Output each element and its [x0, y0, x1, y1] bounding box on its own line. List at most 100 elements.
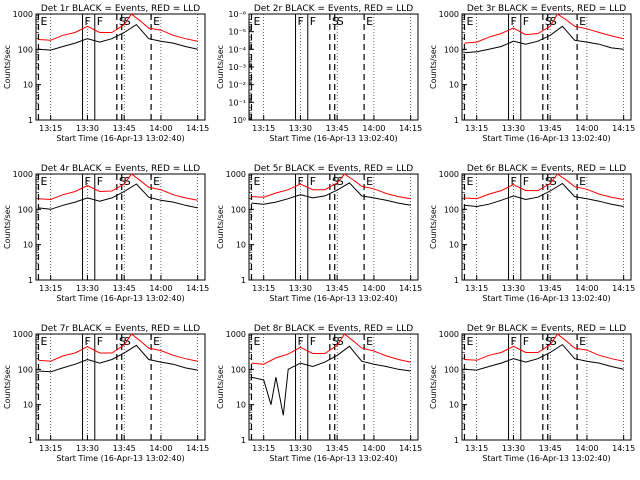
panel-det-5: Det 5r BLACK = Events, RED = LLD 1 10 100 10…	[216, 164, 422, 303]
plot-frame	[248, 13, 419, 121]
marker-label-E: E	[366, 335, 373, 348]
marker-label-S: S	[332, 335, 339, 348]
y-tick-label: 1000	[13, 170, 33, 179]
marker-label-S: S	[124, 175, 131, 188]
x-tick-label: 14:00	[362, 284, 385, 293]
plot-frame	[461, 13, 632, 121]
y-tick-label: 10	[236, 401, 246, 410]
x-axis-label: Start Time (16-Apr-13 13:02:40)	[269, 134, 397, 143]
panel-det-9: Det 9r BLACK = Events, RED = LLD 1 10 100 10…	[429, 324, 635, 463]
marker-label-S: S	[545, 15, 552, 28]
series-lld	[464, 333, 624, 362]
panel-title: Det 9r BLACK = Events, RED = LLD	[467, 324, 626, 334]
x-tick-label: 13:15	[39, 124, 62, 133]
panel-title: Det 8r BLACK = Events, RED = LLD	[254, 324, 413, 334]
x-tick-label: 14:15	[612, 124, 635, 133]
series-events	[38, 183, 198, 210]
panel-title: Det 2r BLACK = Events, RED = LLD	[254, 4, 413, 14]
marker-label-F: F	[310, 175, 316, 188]
marker-label-E: E	[253, 175, 260, 188]
y-tick-label: 10⁻¹	[228, 98, 246, 107]
x-tick-label: 13:30	[289, 444, 312, 453]
y-axis-label: Counts/sec	[216, 205, 225, 249]
x-tick-label: 13:30	[502, 444, 525, 453]
x-tick-label: 13:15	[252, 444, 275, 453]
marker-label-F: F	[523, 15, 529, 28]
y-tick-label: 10	[449, 81, 459, 90]
marker-label-S: S	[545, 335, 552, 348]
x-tick-label: 13:30	[502, 124, 525, 133]
x-tick-label: 13:30	[76, 284, 99, 293]
x-tick-label: 13:45	[326, 284, 349, 293]
y-tick-label: 1	[241, 436, 246, 445]
panel-det-6: Det 6r BLACK = Events, RED = LLD 1 10 100 10…	[429, 164, 635, 303]
y-tick-label: 1000	[226, 170, 246, 179]
marker-label-S: S	[550, 175, 557, 188]
y-tick-label: 10⁻³	[228, 63, 246, 72]
y-axis-label: Counts/sec	[429, 45, 438, 89]
x-tick-label: 13:30	[289, 284, 312, 293]
y-tick-label: 100	[444, 45, 459, 54]
y-tick-label: 100	[18, 45, 33, 54]
plot-frame	[248, 333, 419, 441]
y-axis-label: Counts/sec	[429, 365, 438, 409]
x-tick-label: 14:15	[186, 444, 209, 453]
x-tick-label: 13:15	[252, 284, 275, 293]
x-tick-label: 13:15	[252, 124, 275, 133]
marker-label-E: E	[253, 15, 260, 28]
series-events	[464, 343, 624, 371]
y-tick-label: 100	[18, 205, 33, 214]
y-tick-label: 1	[241, 276, 246, 285]
marker-label-E: E	[253, 335, 260, 348]
x-tick-label: 13:45	[326, 444, 349, 453]
series-lld	[464, 173, 624, 200]
y-tick-label: 1000	[226, 330, 246, 339]
marker-label-E: E	[40, 15, 47, 28]
plot-frame	[461, 333, 632, 441]
marker-label-S: S	[119, 15, 126, 28]
marker-label-E: E	[153, 175, 160, 188]
marker-label-E: E	[579, 15, 586, 28]
y-tick-label: 10⁰	[233, 116, 246, 125]
y-tick-label: 1000	[13, 330, 33, 339]
x-tick-label: 14:00	[362, 124, 385, 133]
y-tick-label: 10⁻⁵	[228, 28, 246, 37]
series-lld	[38, 13, 198, 42]
plot-frame	[35, 333, 206, 441]
y-tick-label: 10⁻⁶	[228, 10, 246, 19]
x-axis-label: Start Time (16-Apr-13 13:02:40)	[56, 294, 184, 303]
series-events	[464, 182, 624, 208]
marker-label-S: S	[337, 175, 344, 188]
y-axis-label: Counts/sec	[3, 205, 12, 249]
x-tick-label: 14:15	[612, 444, 635, 453]
y-tick-label: 1	[454, 276, 459, 285]
panel-det-1: Det 1r BLACK = Events, RED = LLD 1 10 100 10…	[3, 4, 209, 143]
marker-label-F: F	[310, 335, 316, 348]
series-lld	[464, 13, 624, 44]
y-tick-label: 1	[28, 116, 33, 125]
x-axis-label: Start Time (16-Apr-13 13:02:40)	[56, 134, 184, 143]
x-axis-label: Start Time (16-Apr-13 13:02:40)	[482, 454, 610, 463]
marker-label-S: S	[337, 15, 344, 28]
series-lld	[251, 333, 411, 365]
marker-label-F: F	[298, 15, 304, 28]
panel-title: Det 3r BLACK = Events, RED = LLD	[467, 4, 626, 14]
panel-title: Det 7r BLACK = Events, RED = LLD	[41, 324, 200, 334]
y-tick-label: 10	[449, 241, 459, 250]
y-tick-label: 1000	[439, 330, 459, 339]
x-axis-label: Start Time (16-Apr-13 13:02:40)	[269, 454, 397, 463]
marker-label-F: F	[97, 175, 103, 188]
y-axis-label: Counts/sec	[216, 365, 225, 409]
x-tick-label: 13:15	[39, 444, 62, 453]
marker-label-S: S	[119, 335, 126, 348]
marker-label-E: E	[466, 335, 473, 348]
x-tick-label: 14:15	[186, 124, 209, 133]
marker-label-S: S	[119, 175, 126, 188]
y-tick-label: 100	[444, 365, 459, 374]
panel-det-2: Det 2r BLACK = Events, RED = LLD 10⁻⁶ 10⁻⁵…	[216, 4, 422, 143]
marker-label-E: E	[366, 15, 373, 28]
marker-label-E: E	[153, 335, 160, 348]
x-tick-label: 13:15	[39, 284, 62, 293]
x-tick-label: 13:15	[465, 444, 488, 453]
x-tick-label: 13:45	[539, 444, 562, 453]
